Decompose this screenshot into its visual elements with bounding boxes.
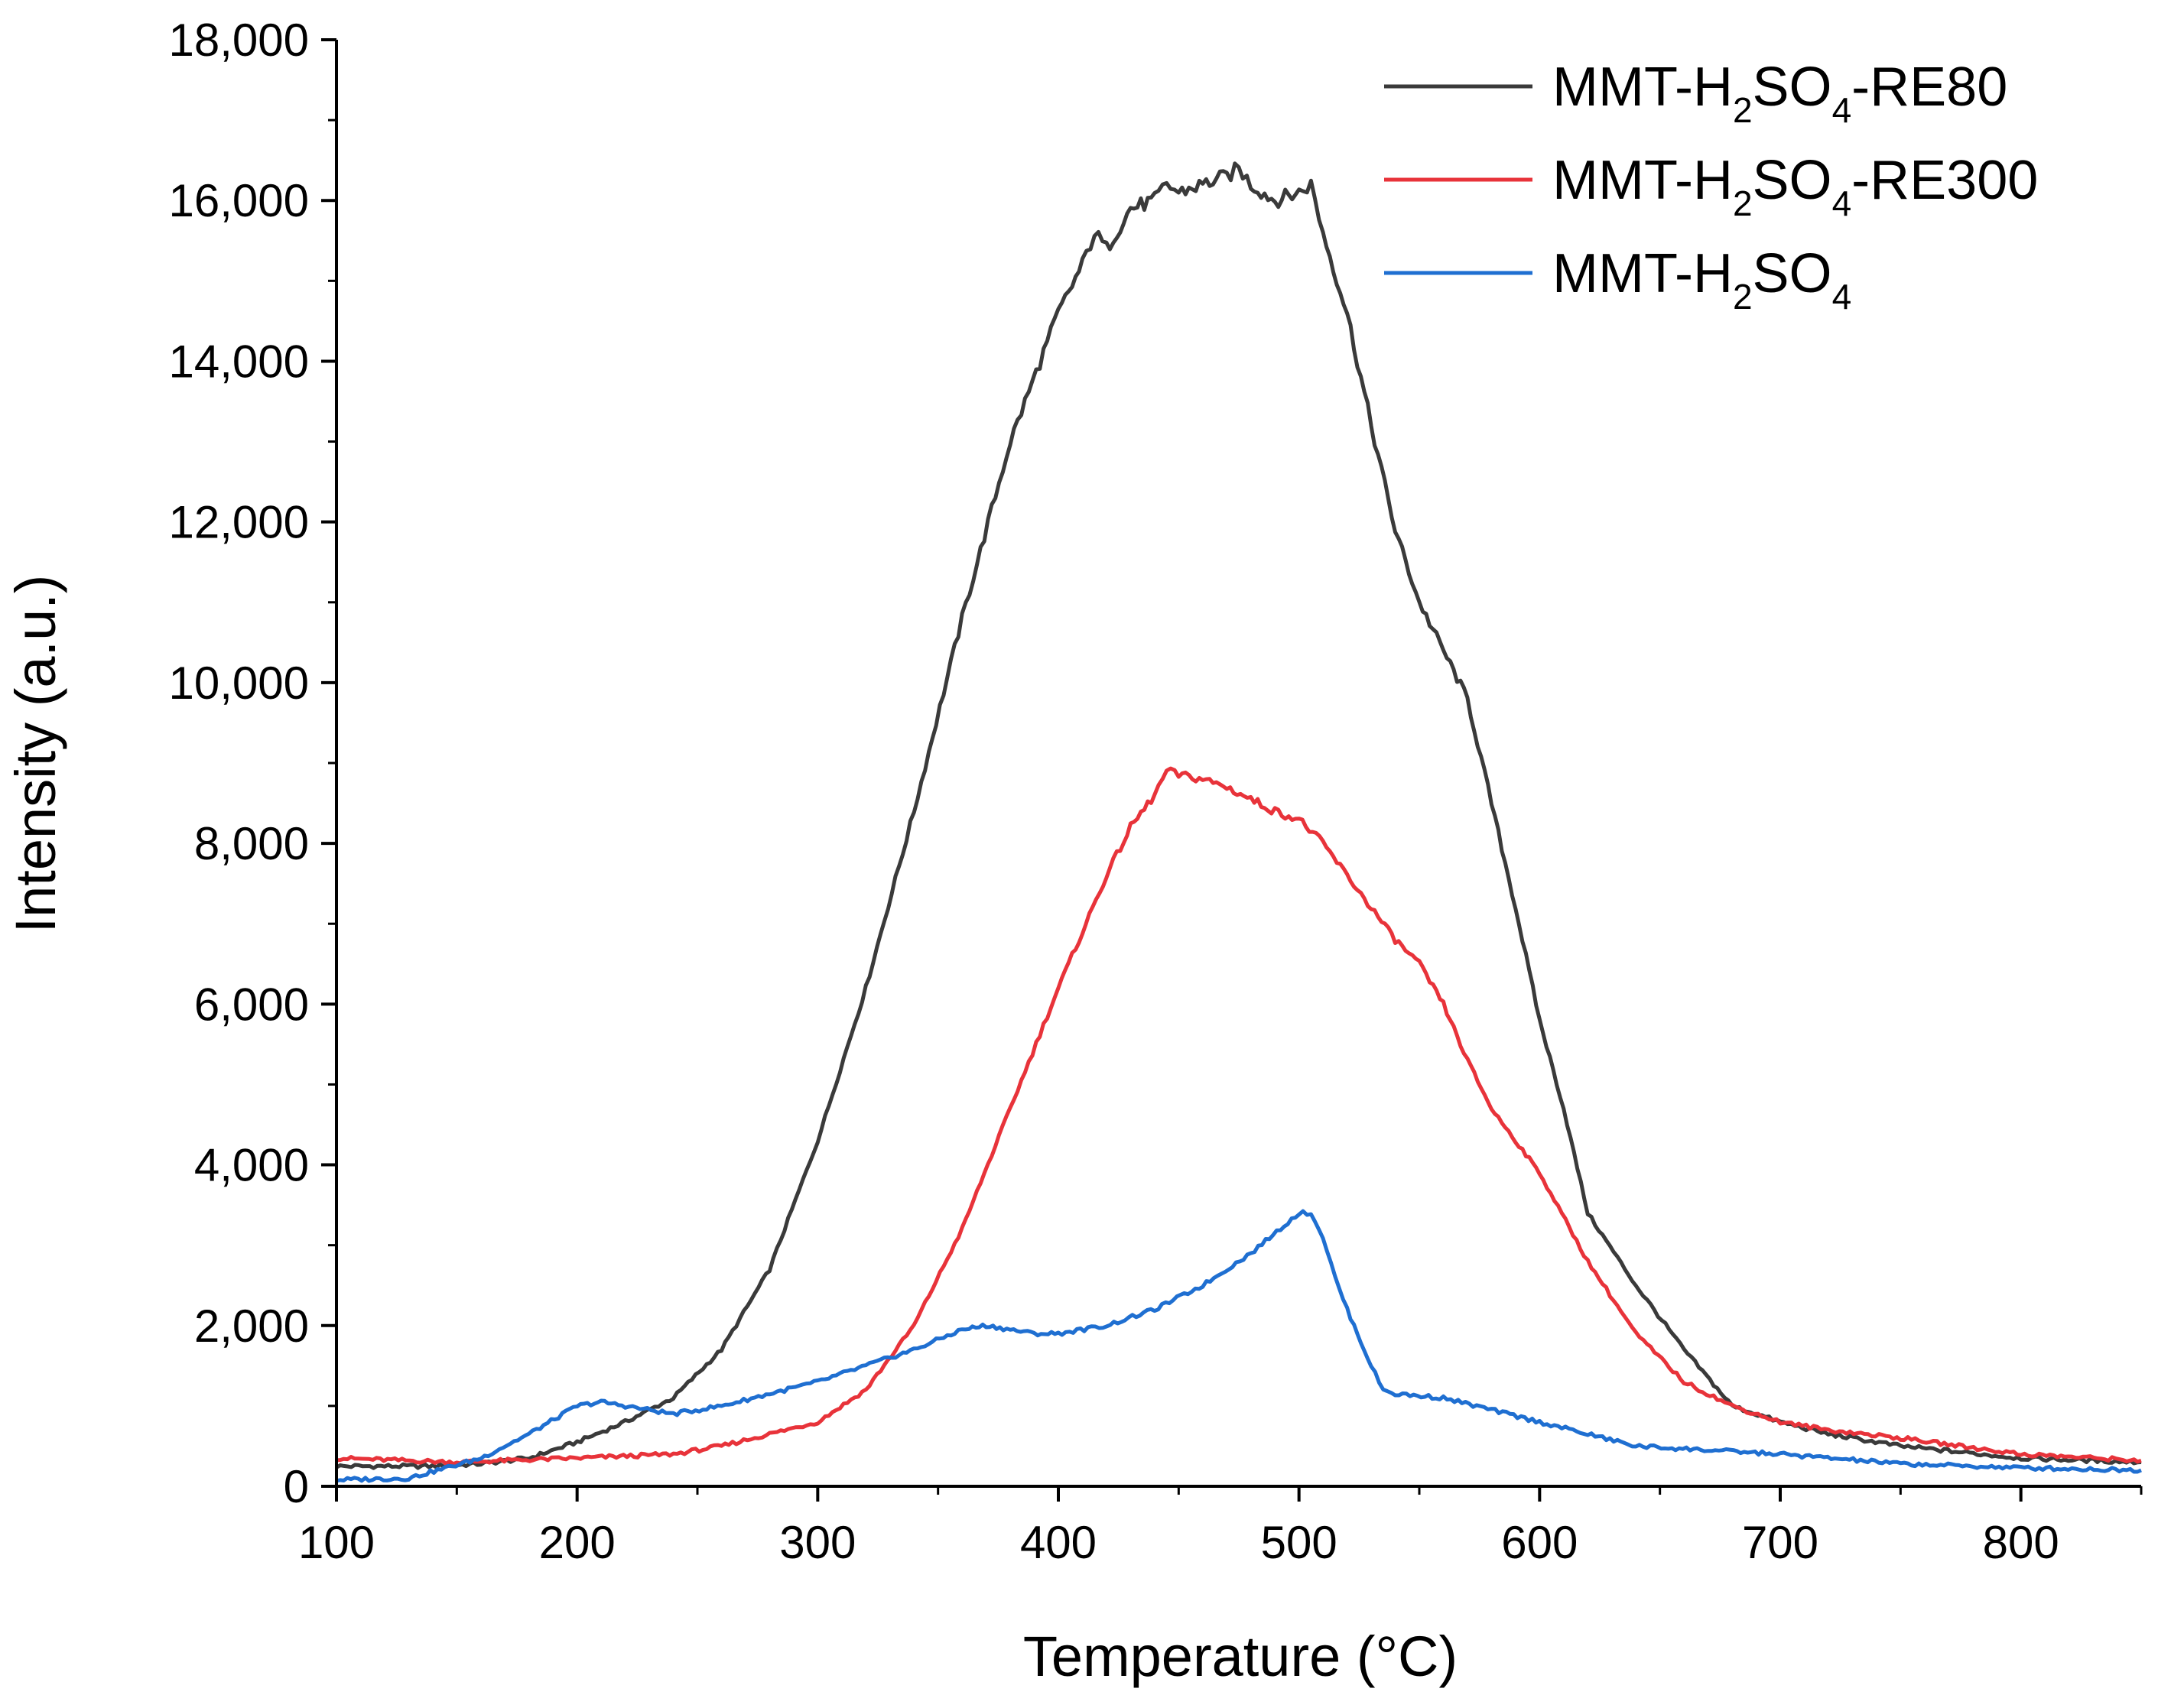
x-tick-label: 600 bbox=[1501, 1517, 1578, 1568]
y-tick-label: 10,000 bbox=[168, 658, 309, 709]
x-tick-label: 800 bbox=[1983, 1517, 2059, 1568]
y-tick-label: 2,000 bbox=[194, 1300, 309, 1352]
x-tick-label: 100 bbox=[298, 1517, 375, 1568]
x-tick-label: 500 bbox=[1261, 1517, 1337, 1568]
y-tick-label: 14,000 bbox=[168, 336, 309, 387]
legend: MMT-H2SO4-RE80 MMT-H2SO4-RE300 MMT-H2SO4 bbox=[1384, 57, 2038, 317]
y-tick-label: 18,000 bbox=[168, 15, 309, 66]
x-tick-label: 700 bbox=[1742, 1517, 1818, 1568]
x-tick-label: 400 bbox=[1020, 1517, 1097, 1568]
legend-label-h2so4: MMT-H2SO4 bbox=[1552, 243, 1851, 317]
y-tick-label: 0 bbox=[284, 1461, 309, 1512]
x-tick-label: 300 bbox=[779, 1517, 856, 1568]
y-tick-label: 8,000 bbox=[194, 818, 309, 869]
series-line-h2so4 bbox=[336, 1209, 2142, 1483]
y-tick-label: 6,000 bbox=[194, 979, 309, 1030]
plot-area: 0 2,000 4,000 6,000 8,000 10,000 12,000 14,000 1… bbox=[168, 15, 2143, 1568]
series-line-re300 bbox=[336, 766, 2142, 1466]
legend-label-re80: MMT-H2SO4-RE80 bbox=[1552, 57, 2007, 130]
y-tick-label: 16,000 bbox=[168, 175, 309, 226]
series-line-re80 bbox=[335, 161, 2142, 1470]
legend-label-re300: MMT-H2SO4-RE300 bbox=[1552, 150, 2038, 223]
x-tick-label: 200 bbox=[539, 1517, 616, 1568]
x-axis-title: Temperature (°C) bbox=[1023, 1625, 1458, 1688]
y-tick-label: 12,000 bbox=[168, 497, 309, 548]
y-tick-label: 4,000 bbox=[194, 1140, 309, 1191]
y-axis-title: Intensity (a.u.) bbox=[4, 575, 67, 934]
